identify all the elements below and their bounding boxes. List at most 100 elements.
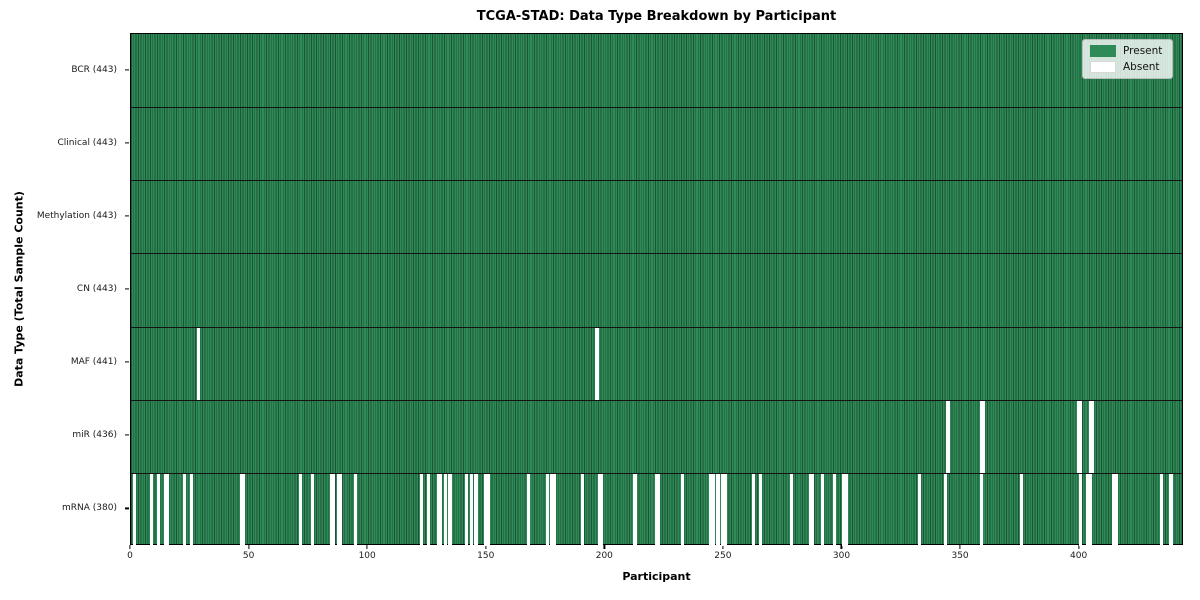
absent-stripe-mRNA-177 [550,472,556,546]
absent-stripe-mRNA-132 [443,472,447,546]
xtick-mark [840,545,843,549]
absent-stripe-mRNA-414 [1112,472,1118,546]
absent-stripe-mRNA-300 [842,472,848,546]
absent-stripe-mRNA-434 [1159,472,1164,546]
xtick-label-0: 0 [127,551,133,561]
absent-stripe-mRNA-87 [336,472,343,546]
xtick-mark [129,545,131,549]
xtick-label-150: 150 [477,551,495,561]
absent-stripe-mRNA-262 [751,472,756,546]
xtick-mark [247,545,250,549]
ytick-label-Methylation: Methylation (443) [36,210,117,221]
absent-stripe-mRNA-343 [944,472,948,546]
absent-stripe-MAF-28 [197,326,201,400]
xtick-mark [959,545,961,549]
absent-stripe-miR-344 [946,399,950,473]
row-separator-line [131,180,1182,182]
absent-stripe-mRNA-438 [1169,472,1173,546]
ytick-mark [125,361,129,363]
xtick-label-350: 350 [951,551,969,561]
ytick-label-BCR: BCR (443) [71,64,117,75]
absent-stripe-mRNA-190 [581,472,585,546]
row-separator-line [131,253,1182,255]
absent-stripe-mRNA-84 [329,472,336,546]
row-separator-line [131,326,1182,328]
plot-area [130,33,1183,546]
absent-stripe-mRNA-129 [436,472,443,546]
absent-stripe-miR-358 [979,399,986,473]
absent-stripe-mRNA-145 [474,472,478,546]
absent-stripe-mRNA-358 [979,472,983,546]
absent-stripe-mRNA-403 [1086,472,1092,546]
absent-stripe-mRNA-212 [633,472,637,546]
ytick-mark [125,434,129,436]
x-axis-label: Participant [622,570,691,583]
ytick-label-mRNA: mRNA (380) [62,503,117,514]
xtick-mark [485,545,487,549]
ytick-mark [125,507,129,510]
absent-stripe-mRNA-1 [132,472,137,546]
absent-stripe-mRNA-291 [820,472,824,546]
absent-stripe-miR-399 [1076,399,1083,473]
absent-stripe-mRNA-141 [464,472,469,546]
legend-label-present: Present [1123,45,1163,57]
absent-stripe-mRNA-232 [680,472,684,546]
absent-stripe-mRNA-94 [353,472,357,546]
absent-stripe-mRNA-167 [526,472,530,546]
absent-stripe-miR-404 [1088,399,1095,473]
absent-stripe-MAF-196 [595,326,599,400]
chart-title: TCGA-STAD: Data Type Breakdown by Partic… [476,9,837,24]
absent-stripe-mRNA-76 [310,472,314,546]
absent-stripe-mRNA-286 [808,472,815,546]
xtick-label-400: 400 [1070,551,1088,561]
xtick-mark [1078,545,1080,549]
xtick-mark [722,545,724,549]
absent-stripe-mRNA-143 [469,472,473,546]
absent-stripe-mRNA-14 [163,472,170,546]
xtick-label-250: 250 [714,551,732,561]
absent-stripe-mRNA-11 [156,472,160,546]
absent-stripe-mRNA-149 [483,472,490,546]
absent-stripe-mRNA-296 [832,472,836,546]
ytick-label-MAF: MAF (441) [70,357,117,368]
legend-box: Present Absent [1082,39,1173,79]
absent-stripe-mRNA-71 [298,472,303,546]
absent-stripe-mRNA-332 [917,472,922,546]
xtick-label-200: 200 [595,551,613,561]
absent-stripe-mRNA-247 [716,472,720,546]
row-separator-line [131,399,1182,401]
y-axis-label: Data Type (Total Sample Count) [12,191,26,387]
ytick-mark [125,288,129,290]
legend-item-present: Present [1090,45,1165,57]
absent-stripe-mRNA-249 [721,472,727,546]
ytick-mark [125,215,129,217]
absent-stripe-mRNA-278 [789,472,794,546]
legend-label-absent: Absent [1123,61,1160,73]
present-swatch-icon [1090,45,1116,57]
absent-stripe-mRNA-375 [1019,472,1024,546]
absent-stripe-mRNA-46 [239,472,246,546]
absent-stripe-mRNA-22 [182,472,186,546]
absent-stripe-mRNA-175 [545,472,549,546]
ytick-label-miR: miR (436) [72,430,117,441]
absent-stripe-mRNA-221 [654,472,661,546]
xtick-label-300: 300 [832,551,851,561]
absent-swatch-icon [1090,61,1116,73]
ytick-mark [125,142,129,144]
absent-stripe-mRNA-244 [709,472,715,546]
xtick-label-100: 100 [358,551,376,561]
absent-stripe-mRNA-197 [597,472,604,546]
xtick-label-50: 50 [242,551,255,561]
ytick-mark [125,68,129,71]
absent-stripe-mRNA-122 [419,472,424,546]
row-separator-line [131,107,1182,109]
absent-stripe-mRNA-265 [759,472,763,546]
legend-item-absent: Absent [1090,61,1165,73]
ytick-label-Clinical: Clinical (443) [57,137,117,148]
absent-stripe-mRNA-125 [427,472,431,546]
absent-stripe-mRNA-8 [149,472,153,546]
ytick-label-CN: CN (443) [76,284,117,294]
row-separator-line [131,472,1182,474]
absent-stripe-mRNA-25 [189,472,194,546]
